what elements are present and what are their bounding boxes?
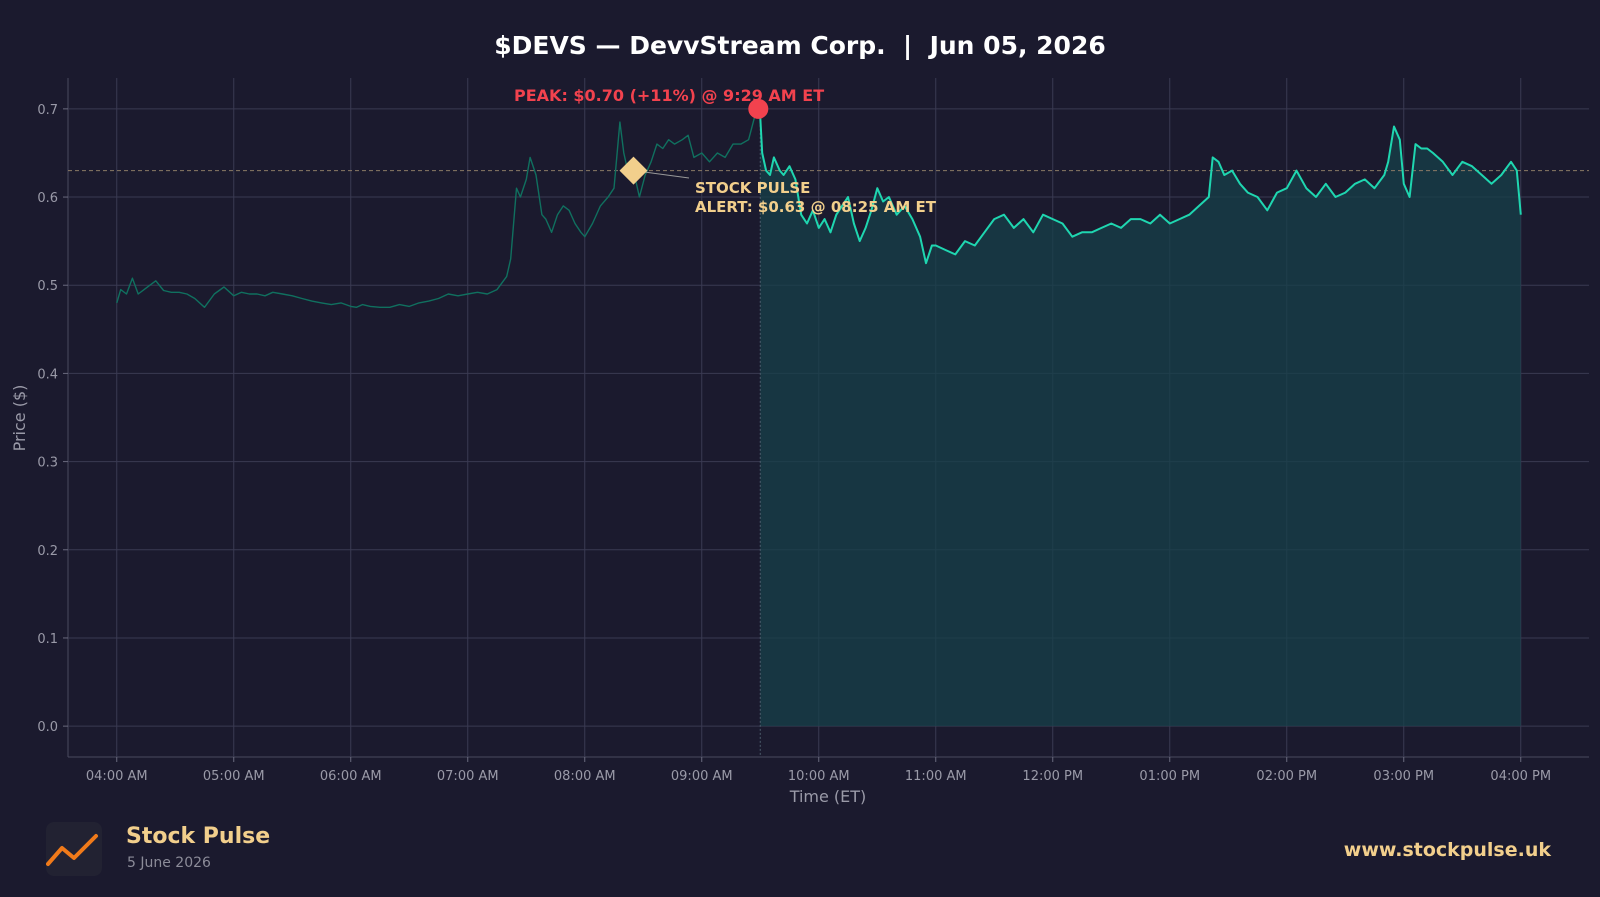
brand-name: Stock Pulse xyxy=(126,824,271,849)
y-tick-label: 0.5 xyxy=(37,279,58,294)
y-tick-label: 0.1 xyxy=(37,632,58,647)
peak-label: PEAK: $0.70 (+11%) @ 9:29 AM ET xyxy=(514,86,824,105)
x-tick-label: 02:00 PM xyxy=(1256,769,1317,784)
x-tick-label: 04:00 PM xyxy=(1490,769,1551,784)
x-tick-label: 12:00 PM xyxy=(1022,769,1083,784)
regular-session-area xyxy=(760,117,1521,727)
x-tick-label: 08:00 AM xyxy=(554,769,616,784)
y-tick-label: 0.6 xyxy=(37,191,58,206)
x-tick-label: 04:00 AM xyxy=(86,769,148,784)
brand-logo xyxy=(46,822,102,876)
y-tick-label: 0.2 xyxy=(37,544,58,559)
x-tick-label: 11:00 AM xyxy=(905,769,967,784)
alert-label-line1: STOCK PULSE xyxy=(695,179,810,197)
x-tick-label: 03:00 PM xyxy=(1373,769,1434,784)
x-tick-label: 10:00 AM xyxy=(788,769,850,784)
reference-line xyxy=(68,108,1589,757)
x-tick-label: 09:00 AM xyxy=(671,769,733,784)
x-tick-label: 07:00 AM xyxy=(437,769,499,784)
x-tick-label: 01:00 PM xyxy=(1139,769,1200,784)
x-tick-label: 05:00 AM xyxy=(203,769,265,784)
annotations: PEAK: $0.70 (+11%) @ 9:29 AM ET STOCK PUL… xyxy=(514,86,937,216)
x-axis-label: Time (ET) xyxy=(789,787,867,806)
y-tick-label: 0.3 xyxy=(37,456,58,471)
alert-marker xyxy=(619,156,648,185)
peak-marker xyxy=(748,98,769,119)
x-tick-label: 06:00 AM xyxy=(320,769,382,784)
trend-line-icon xyxy=(46,834,98,866)
price-lines xyxy=(116,108,1522,308)
website-link[interactable]: www.stockpulse.uk xyxy=(1343,839,1551,861)
regular-session-line xyxy=(759,117,1522,265)
axis-ticks: 0.0 0.1 0.2 0.3 0.4 0.5 0.6 0.7 04:00 AM 05:00 AM… xyxy=(37,103,1551,784)
alert-label-line2: ALERT: $0.63 @ 08:25 AM ET xyxy=(695,198,937,216)
brand-date: 5 June 2026 xyxy=(127,855,211,871)
y-tick-label: 0.4 xyxy=(37,367,58,382)
y-tick-label: 0.7 xyxy=(37,103,58,118)
premarket-line xyxy=(116,108,759,308)
regular-session-fill xyxy=(760,117,1521,727)
y-tick-label: 0.0 xyxy=(37,720,58,735)
y-axis-label: Price ($) xyxy=(10,385,29,452)
chart-title: $DEVS — DevvStream Corp. | Jun 05, 2026 xyxy=(494,31,1106,60)
